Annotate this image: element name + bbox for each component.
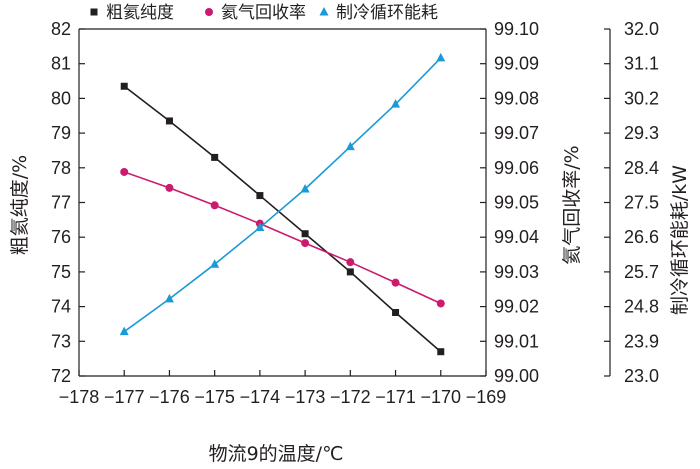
- left-tick-label: 78: [51, 158, 71, 178]
- data-point: [300, 184, 310, 193]
- legend-marker: [205, 8, 213, 16]
- legend: 粗氦纯度 氦气回收率 制冷循环能耗: [90, 3, 438, 23]
- data-point: [119, 326, 129, 336]
- data-point: [210, 259, 220, 268]
- x-tick-label: −178: [59, 387, 100, 407]
- data-point: [255, 222, 265, 232]
- left-tick-label: 75: [51, 262, 71, 282]
- data-point: [345, 141, 355, 151]
- data-point: [436, 52, 446, 62]
- x-tick-label: −169: [466, 387, 507, 407]
- legend-item: 制冷循环能耗: [319, 3, 438, 23]
- data-point: [164, 293, 174, 303]
- x-tick-label: −171: [375, 387, 416, 407]
- data-point: [346, 268, 354, 276]
- left-tick-label: 81: [51, 54, 71, 74]
- left-tick-label: 79: [51, 123, 71, 143]
- legend-label: 制冷循环能耗: [336, 3, 438, 23]
- right2-tick-label: 25.7: [624, 262, 659, 282]
- left-tick-label: 74: [51, 297, 71, 317]
- right1-tick-label: 99.01: [494, 331, 539, 351]
- right1-tick-label: 99.06: [494, 158, 539, 178]
- right1-tick-label: 99.09: [494, 54, 539, 74]
- left-tick-label: 80: [51, 88, 71, 108]
- data-point: [346, 258, 355, 267]
- axes: −178 −177 −176 −175 −174 −173 −172 −171 −170 −169…: [51, 19, 659, 407]
- series-1: [120, 167, 445, 308]
- data-point: [437, 348, 445, 356]
- right2-tick-label: 27.5: [624, 193, 659, 213]
- right1-tick-label: 99.00: [494, 366, 539, 386]
- x-tick-label: −175: [194, 387, 235, 407]
- right2-tick-label: 29.3: [624, 123, 659, 143]
- left-tick-label: 82: [51, 19, 71, 39]
- data-point: [165, 117, 173, 125]
- data-point: [391, 99, 401, 108]
- legend-marker: [319, 7, 329, 16]
- x-tick-label: −174: [240, 387, 281, 407]
- data-point: [436, 299, 445, 308]
- right2-tick-label: 31.1: [624, 54, 659, 74]
- right1-tick-label: 99.10: [494, 19, 539, 39]
- x-axis-label: 物流9的温度/℃: [209, 443, 344, 465]
- series-2: [119, 52, 446, 336]
- right1-tick-label: 99.07: [494, 123, 539, 143]
- series-line: [123, 171, 442, 305]
- data-point: [120, 82, 128, 90]
- right2-tick-label: 32.0: [624, 19, 659, 39]
- legend-item: 氦气回收率: [205, 3, 306, 23]
- legend-label: 粗氦纯度: [106, 3, 174, 23]
- energy-axis-label: 制冷循环能耗/kW: [669, 165, 691, 315]
- right2-tick-label: 28.4: [624, 158, 659, 178]
- right2-tick-label: 23.9: [624, 331, 659, 351]
- right1-tick-label: 99.05: [494, 193, 539, 213]
- data-point: [120, 167, 129, 176]
- data-point: [211, 153, 219, 161]
- x-tick-label: −172: [330, 387, 371, 407]
- left-tick-label: 76: [51, 227, 71, 247]
- x-tick-label: −173: [285, 387, 326, 407]
- data-point: [256, 192, 264, 200]
- data-point: [301, 230, 309, 238]
- left-tick-label: 77: [51, 193, 71, 213]
- data-point: [391, 278, 400, 287]
- left-tick-label: 72: [51, 366, 71, 386]
- right2-tick-label: 23.0: [624, 366, 659, 386]
- x-tick-label: −170: [421, 387, 462, 407]
- right2-tick-label: 30.2: [624, 88, 659, 108]
- right1-tick-label: 99.03: [494, 262, 539, 282]
- right2-tick-label: 24.8: [624, 297, 659, 317]
- right1-tick-label: 99.08: [494, 88, 539, 108]
- data-point: [165, 183, 174, 192]
- right2-tick-label: 26.6: [624, 227, 659, 247]
- x-tick-label: −176: [149, 387, 190, 407]
- series-layer: [119, 52, 446, 356]
- left-tick-label: 73: [51, 331, 71, 351]
- series-0: [120, 82, 445, 356]
- right1-tick-label: 99.04: [494, 227, 539, 247]
- data-point: [392, 308, 400, 316]
- x-tick-label: −177: [104, 387, 145, 407]
- right1-tick-label: 99.02: [494, 297, 539, 317]
- recovery-axis-label: 氦气回收率/%: [561, 145, 583, 264]
- legend-item: 粗氦纯度: [90, 3, 174, 23]
- data-point: [210, 201, 219, 210]
- data-point: [301, 239, 310, 248]
- series-line: [123, 85, 442, 353]
- series-line: [123, 57, 442, 333]
- left-axis-label: 粗氦纯度/%: [9, 155, 31, 255]
- legend-marker: [90, 8, 98, 16]
- legend-label: 氦气回收率: [221, 3, 306, 23]
